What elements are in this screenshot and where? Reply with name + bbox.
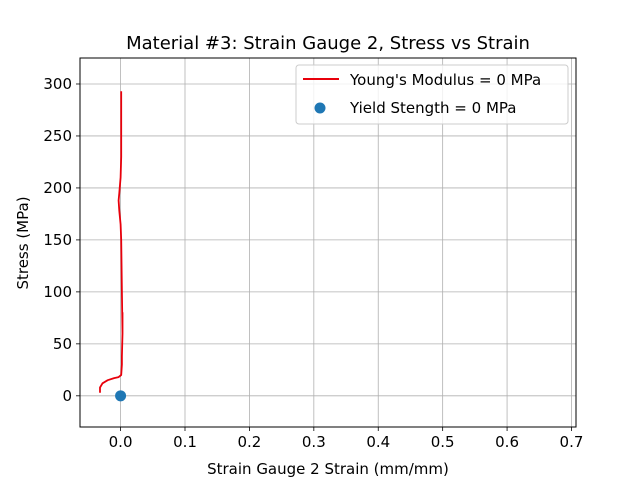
x-tick-label: 0.2 — [237, 433, 261, 451]
series-point-yield-strength — [115, 390, 127, 402]
legend-label-yield-strength: Yield Stength = 0 MPa — [349, 99, 516, 117]
chart-title: Material #3: Strain Gauge 2, Stress vs S… — [126, 33, 530, 54]
x-tick-label: 0.4 — [366, 433, 390, 451]
y-tick-label: 0 — [62, 387, 72, 405]
x-tick-label: 0.7 — [560, 433, 584, 451]
x-tick-label: 0.5 — [431, 433, 455, 451]
x-tick-label: 0.0 — [109, 433, 133, 451]
y-tick-label: 200 — [43, 179, 72, 197]
legend: Young's Modulus = 0 MPa Yield Stength = … — [295, 64, 569, 125]
y-tick-label: 250 — [43, 127, 72, 145]
x-tick-label: 0.6 — [495, 433, 519, 451]
legend-swatch-yield-strength-marker — [314, 102, 326, 114]
y-tick-label: 300 — [43, 75, 72, 93]
y-tick-label: 100 — [43, 283, 72, 301]
y-tick-label: 50 — [53, 335, 72, 353]
legend-label-youngs-modulus: Young's Modulus = 0 MPa — [349, 71, 541, 89]
x-axis-label: Strain Gauge 2 Strain (mm/mm) — [207, 460, 449, 478]
plot-area-frame — [79, 57, 577, 428]
y-axis-label: Stress (MPa) — [14, 196, 32, 289]
y-tick-label: 150 — [43, 231, 72, 249]
x-tick-label: 0.1 — [173, 433, 197, 451]
x-tick-label: 0.3 — [302, 433, 326, 451]
legend-box — [295, 64, 569, 125]
series-line-youngs-modulus — [99, 91, 124, 393]
tick-layer: 0.0 0.1 0.2 0.3 0.4 0.5 0.6 0.7 0 50 100 150 200 250 3… — [43, 75, 583, 451]
data-layer — [99, 91, 127, 402]
